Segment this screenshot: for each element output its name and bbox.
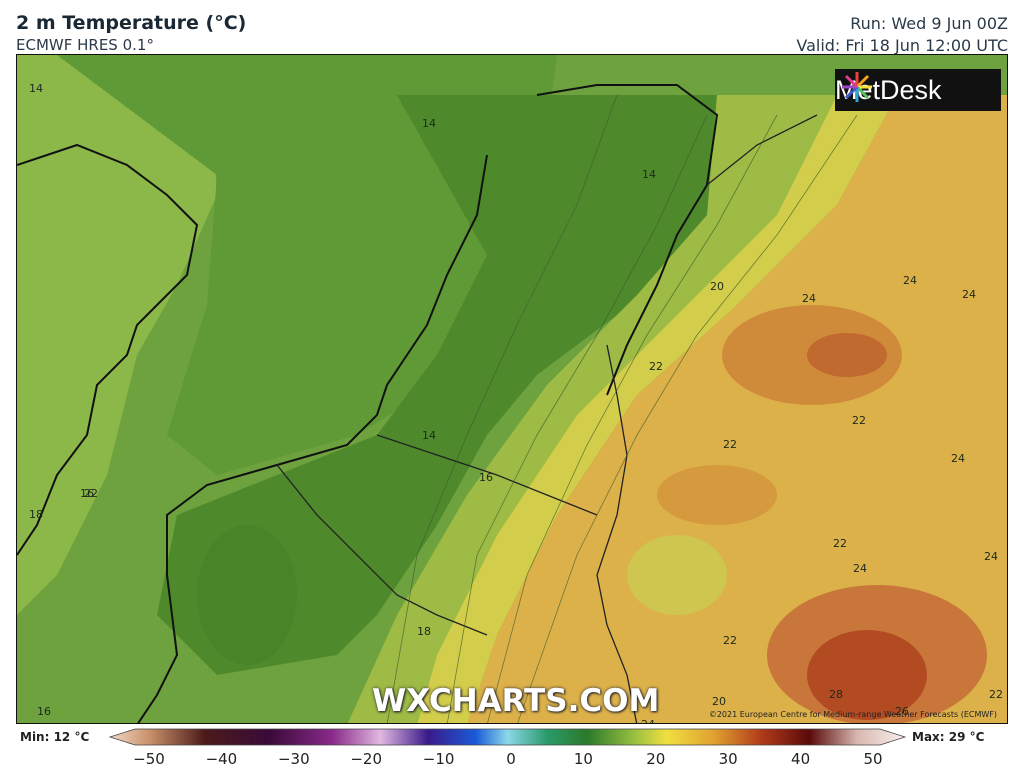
contour-label: 28: [829, 688, 843, 701]
colorbar-tick: 20: [646, 750, 666, 768]
contour-label: 20: [712, 695, 726, 708]
contour-label: 24: [951, 452, 965, 465]
chart-title: 2 m Temperature (°C): [16, 12, 247, 34]
contour-label: 22: [989, 688, 1003, 701]
run-time: Run: Wed 9 Jun 00Z: [850, 14, 1008, 33]
yellow-band: [417, 95, 897, 723]
transition-band: [347, 95, 837, 723]
contour-label: 22: [833, 537, 847, 550]
benelux-region: [157, 95, 717, 675]
contour-label: 24: [802, 292, 816, 305]
contour-label: 14: [422, 117, 436, 130]
warm-patch-3: [657, 465, 777, 525]
country-borders: [276, 114, 818, 723]
isotherms: [386, 94, 858, 723]
hot-patch-2: [807, 630, 927, 720]
colorbar: Min: 12 °C Max: 29 °C: [0, 724, 1024, 784]
colorbar-tick: 0: [506, 750, 516, 768]
valid-time: Valid: Fri 18 Jun 12:00 UTC: [796, 36, 1008, 55]
colorbar-tick: −20: [350, 750, 383, 768]
colorbar-tick: −40: [205, 750, 238, 768]
contour-label: 14: [29, 82, 43, 95]
wxcharts-watermark: WXCHARTS.COM: [372, 683, 660, 719]
metdesk-starburst-icon: [842, 72, 872, 102]
contour-label: 24: [641, 718, 655, 723]
model-name: ECMWF HRES 0.1°: [16, 36, 154, 54]
max-label: Max: 29 °C: [912, 730, 985, 744]
colorbar-tick: 10: [573, 750, 593, 768]
contour-label: 26: [895, 705, 909, 718]
contour-label: 24: [962, 288, 976, 301]
warm-patch-2: [807, 333, 887, 377]
colorbar-tick: −30: [277, 750, 310, 768]
colorbar-tick: 50: [863, 750, 883, 768]
contour-label: 14: [422, 429, 436, 442]
contour-label: 16: [479, 471, 493, 484]
contour-label: 24: [903, 274, 917, 287]
contour-label: 18: [29, 508, 43, 521]
contour-label: 22: [723, 438, 737, 451]
contour-label: 24: [853, 562, 867, 575]
yellow-patch: [627, 535, 727, 615]
contour-label: 16: [80, 487, 94, 500]
colorbar-tick: −10: [422, 750, 455, 768]
colorbar-gradient: [108, 728, 907, 746]
contour-label: 22: [723, 634, 737, 647]
cool-patch: [197, 525, 297, 665]
colorbar-tick: 30: [718, 750, 738, 768]
contour-label: 22: [852, 414, 866, 427]
contour-label: 16: [37, 705, 51, 718]
colorbar-tick: 40: [791, 750, 811, 768]
contour-label: 22: [84, 487, 98, 500]
map-canvas: [17, 55, 1007, 723]
temperature-map: 14 14 14 14 16 18 20 22 24 24 24 22 22 24 22 24 24 22 18 22…: [16, 54, 1008, 724]
ecmwf-copyright: ©2021 European Centre for Medium-range W…: [708, 710, 997, 719]
warm-sector: [467, 95, 1007, 723]
colorbar-tick: −50: [133, 750, 165, 768]
contour-label: 20: [710, 280, 724, 293]
contour-label: 14: [642, 168, 656, 181]
contour-label: 24: [984, 550, 998, 563]
min-label: Min: 12 °C: [20, 730, 90, 744]
contour-label: 22: [649, 360, 663, 373]
contour-label: 18: [417, 625, 431, 638]
metdesk-logo: MetDesk: [835, 69, 1001, 111]
